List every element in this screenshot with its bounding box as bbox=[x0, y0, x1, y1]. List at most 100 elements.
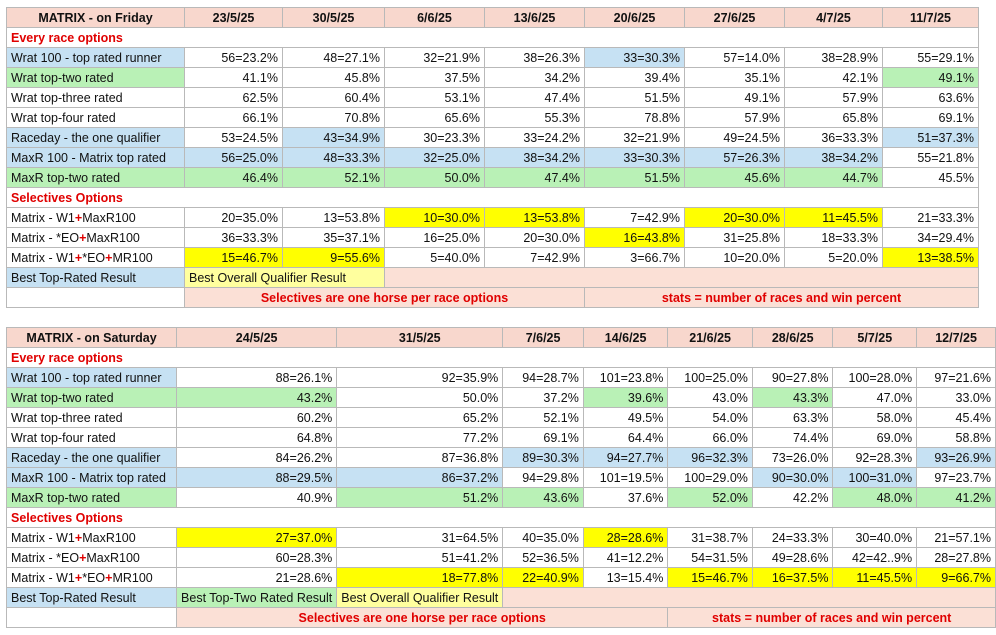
row-label: Matrix - W1+MaxR100 bbox=[5, 527, 178, 548]
data-cell: 22=40.9% bbox=[502, 567, 584, 588]
date-header: 23/5/25 bbox=[184, 7, 283, 28]
data-cell: 47.4% bbox=[484, 167, 585, 188]
date-header: 27/6/25 bbox=[684, 7, 785, 28]
data-cell: 16=37.5% bbox=[751, 567, 834, 588]
date-header: 4/7/25 bbox=[784, 7, 883, 28]
data-cell: 89=30.3% bbox=[502, 447, 584, 468]
empty-cell bbox=[282, 187, 385, 208]
data-cell: 94=28.7% bbox=[502, 367, 584, 388]
table-row: MaxR top-two rated 46.4% 52.1% 50.0% 47.4% 51… bbox=[6, 167, 979, 188]
row-label: Wrat 100 - top rated runner bbox=[5, 367, 178, 388]
data-cell: 92=35.9% bbox=[336, 367, 504, 388]
friday-matrix-table: MATRIX - on Friday 23/5/25 30/5/25 6/6/25 13… bbox=[6, 7, 979, 308]
data-cell: 87=36.8% bbox=[336, 447, 504, 468]
date-header: 7/6/25 bbox=[502, 327, 584, 348]
data-cell: 21=33.3% bbox=[882, 207, 979, 228]
data-cell: 73=26.0% bbox=[751, 447, 834, 468]
data-cell: 48=33.3% bbox=[282, 147, 385, 168]
data-cell: 37.6% bbox=[582, 487, 669, 508]
data-cell: 28=27.8% bbox=[916, 547, 996, 568]
date-header: 24/5/25 bbox=[176, 327, 338, 348]
plus-sign: + bbox=[74, 210, 83, 225]
data-cell: 45.8% bbox=[282, 67, 385, 88]
label-part: Matrix - *EO bbox=[11, 230, 80, 245]
data-cell: 97=21.6% bbox=[916, 367, 996, 388]
data-cell: 48=27.1% bbox=[282, 47, 385, 68]
empty-cell bbox=[584, 27, 685, 48]
data-cell: 43.2% bbox=[176, 387, 338, 408]
table-title: MATRIX - on Friday bbox=[6, 7, 185, 28]
empty-cell bbox=[667, 507, 753, 528]
label-part: MR100 bbox=[112, 570, 153, 585]
data-cell: 57=14.0% bbox=[684, 47, 785, 68]
label-part: MaxR100 bbox=[86, 550, 140, 565]
data-cell: 34.2% bbox=[484, 67, 585, 88]
section-title: Every race options bbox=[5, 347, 177, 368]
data-cell: 32=21.9% bbox=[584, 127, 685, 148]
data-cell: 5=20.0% bbox=[784, 247, 883, 268]
empty-cell bbox=[282, 27, 385, 48]
date-header: 30/5/25 bbox=[282, 7, 385, 28]
table-row: MaxR 100 - Matrix top rated 56=25.0% 48=33… bbox=[6, 147, 979, 168]
row-label: Wrat top-four rated bbox=[5, 427, 178, 448]
data-cell: 56=23.2% bbox=[184, 47, 283, 68]
table-row: Matrix - *EO+MaxR100 60=28.3% 51=41.2% 52=3… bbox=[5, 547, 996, 568]
data-cell: 27=37.0% bbox=[176, 527, 338, 548]
data-cell: 42.2% bbox=[751, 487, 834, 508]
note-cell: stats = number of races and win percent bbox=[584, 287, 979, 308]
data-cell: 100=31.0% bbox=[832, 467, 918, 488]
row-label: MaxR top-two rated bbox=[6, 167, 185, 188]
data-cell: 54=31.5% bbox=[667, 547, 753, 568]
data-cell: 66.1% bbox=[184, 107, 283, 128]
table-row: Wrat 100 - top rated runner 88=26.1% 92=35… bbox=[5, 367, 996, 388]
data-cell: 96=32.3% bbox=[667, 447, 753, 468]
date-header: 21/6/25 bbox=[667, 327, 753, 348]
note-cell bbox=[5, 607, 178, 628]
row-label: Raceday - the one qualifier bbox=[5, 447, 178, 468]
data-cell: 100=28.0% bbox=[832, 367, 918, 388]
section-title: Selectives Options bbox=[6, 187, 185, 208]
table-row: Matrix - W1+MaxR100 20=35.0% 13=53.8% 10=30… bbox=[6, 207, 979, 228]
data-cell: 24=33.3% bbox=[751, 527, 834, 548]
empty-cell bbox=[484, 27, 585, 48]
data-cell: 36=33.3% bbox=[784, 127, 883, 148]
label-part: Matrix - W1 bbox=[11, 250, 75, 265]
empty-cell bbox=[832, 347, 917, 368]
label-part: Matrix - W1 bbox=[11, 210, 75, 225]
row-label: Matrix - W1+*EO+MR100 bbox=[6, 247, 185, 268]
data-cell: 13=15.4% bbox=[582, 567, 669, 588]
data-cell: 51.2% bbox=[336, 487, 504, 508]
table-row: Matrix - *EO+MaxR100 36=33.3% 35=37.1% 16=2… bbox=[6, 227, 979, 248]
data-cell: 31=64.5% bbox=[336, 527, 504, 548]
plus-sign: + bbox=[74, 570, 83, 585]
data-cell: 56=25.0% bbox=[184, 147, 283, 168]
data-cell: 43.6% bbox=[502, 487, 584, 508]
data-cell: 47.0% bbox=[832, 387, 918, 408]
data-cell: 50.0% bbox=[384, 167, 485, 188]
data-cell: 57=26.3% bbox=[684, 147, 785, 168]
data-cell: 9=55.6% bbox=[282, 247, 385, 268]
data-cell: 88=26.1% bbox=[176, 367, 338, 388]
data-cell: 65.6% bbox=[384, 107, 485, 128]
data-cell: 51.5% bbox=[584, 87, 685, 108]
data-cell: 69.0% bbox=[832, 427, 918, 448]
data-cell: 21=28.6% bbox=[176, 567, 338, 588]
empty-cell bbox=[667, 347, 753, 368]
data-cell: 45.4% bbox=[916, 407, 996, 428]
section-row: Selectives Options bbox=[6, 187, 979, 208]
data-cell: 55.3% bbox=[484, 107, 585, 128]
data-cell: 100=29.0% bbox=[667, 467, 753, 488]
data-cell: 13=38.5% bbox=[882, 247, 979, 268]
table-row: Wrat top-three rated 60.2% 65.2% 52.1% 49.5%… bbox=[5, 407, 996, 428]
data-cell: 33=24.2% bbox=[484, 127, 585, 148]
data-cell: 43.0% bbox=[667, 387, 753, 408]
empty-cell bbox=[882, 27, 979, 48]
data-cell: 49=28.6% bbox=[751, 547, 834, 568]
header-row: MATRIX - on Friday 23/5/25 30/5/25 6/6/25 13… bbox=[6, 7, 979, 28]
data-cell: 41=12.2% bbox=[582, 547, 669, 568]
data-cell: 70.8% bbox=[282, 107, 385, 128]
data-cell: 36=33.3% bbox=[184, 227, 283, 248]
data-cell: 90=30.0% bbox=[751, 467, 834, 488]
data-cell: 65.8% bbox=[784, 107, 883, 128]
table-row: Wrat 100 - top rated runner 56=23.2% 48=27… bbox=[6, 47, 979, 68]
